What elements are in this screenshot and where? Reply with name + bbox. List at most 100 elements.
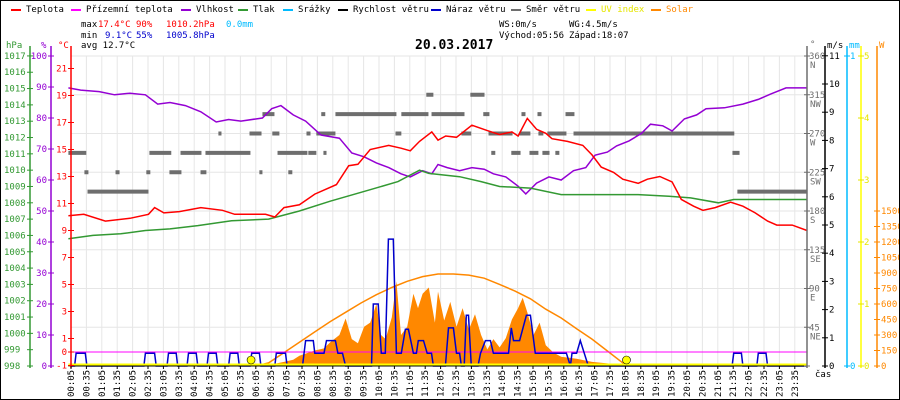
direction-axis-unit: ° — [810, 40, 815, 50]
x-tick-label: 02:05 — [129, 370, 139, 397]
pressure-tick-label: 1005 — [4, 248, 26, 258]
stats-min-humidity: 55% — [136, 31, 153, 41]
temperature-tick-label: 5 — [62, 281, 67, 291]
x-tick-label: 19:05 — [652, 370, 662, 397]
direction-compass-label: NW — [810, 100, 821, 110]
humidity-tick-label: 20 — [36, 300, 47, 310]
wind-tick-label: 0 — [829, 362, 834, 372]
humidity-tick-label: 50 — [36, 207, 47, 217]
x-tick-label: 10:35 — [390, 370, 400, 397]
x-tick-label: 04:35 — [206, 370, 216, 397]
x-tick-label: 07:35 — [298, 370, 308, 397]
x-axis-label: čas — [815, 370, 832, 380]
legend-label: UV index — [601, 5, 645, 15]
x-tick-label: 03:05 — [159, 370, 169, 397]
wind-direction-mark — [565, 112, 575, 117]
chart-title: 20.03.2017 — [415, 38, 494, 53]
direction-compass-label: SE — [810, 255, 821, 265]
solar-tick-label: 750 — [881, 285, 897, 295]
legend-swatch — [338, 9, 348, 11]
x-tick-label: 15:05 — [529, 370, 539, 397]
uv-tick-label: 5 — [864, 52, 869, 62]
wind-direction-mark — [431, 112, 465, 117]
temperature-tick-label: 13 — [56, 173, 67, 183]
temperature-tick-label: 11 — [56, 200, 67, 210]
wind-direction-mark — [288, 170, 293, 175]
humidity-tick-label: 70 — [36, 145, 47, 155]
humidity-line — [68, 87, 807, 195]
wind-tick-label: 5 — [829, 221, 834, 231]
wind-direction-mark — [483, 112, 490, 117]
wind-tick-label: 4 — [829, 249, 834, 259]
x-tick-label: 21:35 — [729, 370, 739, 397]
humidity-tick-label: 90 — [36, 83, 47, 93]
x-tick-label: 15:35 — [544, 370, 554, 397]
direction-compass-label: N — [810, 61, 815, 71]
x-tick-label: 20:05 — [683, 370, 693, 397]
wind-speed-readout: WS:0m/s — [499, 20, 537, 30]
direction-tick-label: 360 — [809, 52, 825, 62]
x-tick-label: 09:35 — [360, 370, 370, 397]
stats-max-humidity: 90% — [136, 20, 153, 30]
temperature-tick-label: 3 — [62, 308, 67, 318]
wind-direction-mark — [321, 112, 326, 117]
x-tick-label: 03:35 — [175, 370, 185, 397]
rain-tick-label: 0 — [850, 362, 855, 372]
legend-swatch — [651, 9, 661, 11]
humidity-tick-label: 100 — [31, 52, 47, 62]
legend-label: Teplota — [26, 5, 64, 15]
wind-tick-label: 9 — [829, 108, 834, 118]
wind-gust-readout: WG:4.5m/s — [569, 20, 618, 30]
x-tick-label: 10:05 — [375, 370, 385, 397]
legend-swatch — [431, 9, 441, 11]
direction-tick-label: 45 — [809, 323, 820, 333]
legend-label: Směr větru — [526, 5, 581, 15]
wind-direction-mark — [68, 150, 87, 155]
wind-direction-mark — [395, 131, 402, 136]
wind-direction-mark — [461, 131, 472, 136]
uv-tick-label: 4 — [864, 114, 869, 124]
x-tick-label: 04:05 — [190, 370, 200, 397]
pressure-tick-label: 1017 — [4, 52, 26, 62]
wind-direction-mark — [470, 92, 485, 97]
legend-label: Vlhkost — [196, 5, 234, 15]
stats-max-rain: 0.0mm — [226, 20, 254, 30]
temperature-tick-label: 7 — [62, 254, 67, 264]
x-tick-label: 09:05 — [344, 370, 354, 397]
wind-direction-mark — [149, 150, 172, 155]
solar-tick-label: 1200 — [881, 238, 900, 248]
wind-direction-mark — [426, 92, 434, 97]
wind-direction-mark — [272, 131, 280, 136]
wind-direction-mark — [573, 131, 735, 136]
x-tick-label: 05:35 — [236, 370, 246, 397]
wind-direction-mark — [277, 150, 308, 155]
legend-swatch — [181, 9, 191, 11]
pressure-tick-label: 1016 — [4, 68, 26, 78]
direction-compass-label: S — [810, 216, 815, 226]
legend-swatch — [586, 9, 596, 11]
direction-tick-label: 135 — [809, 246, 825, 256]
legend-label: Solar — [666, 5, 694, 15]
temperature-tick-label: -1 — [56, 362, 67, 372]
x-tick-label: 12:05 — [437, 370, 447, 397]
x-tick-label: 13:35 — [483, 370, 493, 397]
wind-tick-label: 2 — [829, 306, 834, 316]
pressure-tick-label: 1012 — [4, 134, 26, 144]
x-tick-label: 12:35 — [452, 370, 462, 397]
wind-direction-mark — [169, 170, 182, 175]
legend-label: Rychlost větru — [353, 5, 429, 15]
x-tick-label: 18:05 — [621, 370, 631, 397]
legend-label: Přízemní teplota — [86, 5, 173, 15]
stats-min-temp: 9.1°C — [105, 31, 133, 41]
x-tick-label: 08:05 — [313, 370, 323, 397]
solar-axis-unit: W — [879, 41, 885, 51]
wind-tick-label: 11 — [829, 52, 840, 62]
pressure-tick-label: 1006 — [4, 231, 26, 241]
x-tick-label: 23:35 — [791, 370, 801, 397]
wind-direction-mark — [205, 150, 251, 155]
wind-axis-unit: m/s — [827, 41, 843, 51]
wind-direction-mark — [335, 112, 397, 117]
uv-tick-label: 2 — [864, 238, 869, 248]
wind-direction-mark — [732, 150, 740, 155]
wind-direction-mark — [249, 131, 262, 136]
